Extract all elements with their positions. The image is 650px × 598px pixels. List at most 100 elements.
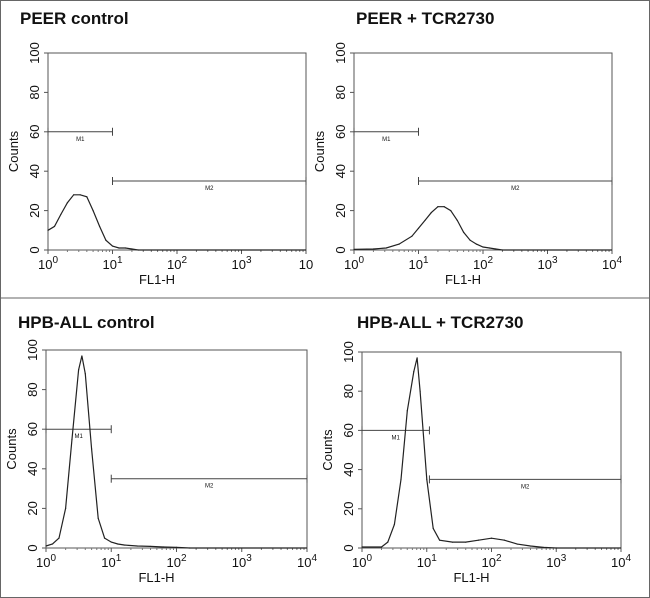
y-tick-label: 0 xyxy=(341,544,356,551)
x-axis-label: FL1-H xyxy=(139,272,175,287)
y-tick-label: 20 xyxy=(333,203,348,217)
histogram-point xyxy=(73,194,75,196)
y-tick-label: 100 xyxy=(27,42,42,64)
histogram-point xyxy=(387,541,389,543)
marker-label: M1 xyxy=(382,137,391,143)
tick-base: 10 xyxy=(231,257,245,272)
histogram-point xyxy=(426,478,428,480)
histogram-point xyxy=(542,546,544,549)
tick-base: 10 xyxy=(481,555,495,570)
x-tick-label: 102 xyxy=(166,553,186,570)
x-tick-label: 102 xyxy=(167,255,187,272)
histogram-point xyxy=(118,247,120,249)
plot-area xyxy=(45,349,308,549)
x-tick-label: 101 xyxy=(408,255,428,272)
tick-base: 10 xyxy=(102,257,116,272)
histogram-point xyxy=(406,410,408,412)
histogram-point xyxy=(53,225,56,227)
tick-exponent: 2 xyxy=(181,553,187,564)
tick-exponent: 4 xyxy=(311,553,317,564)
histogram-point xyxy=(110,541,112,543)
histogram-point xyxy=(45,545,47,547)
histogram-point xyxy=(71,438,73,440)
histogram-point xyxy=(98,225,101,227)
tick-exponent: 1 xyxy=(117,255,123,266)
y-tick-label: 0 xyxy=(333,246,348,253)
histogram-point xyxy=(136,545,138,547)
histogram-point xyxy=(131,248,133,250)
histogram-point xyxy=(465,541,467,543)
tick-base: 10 xyxy=(602,257,616,272)
tick-base: 10 xyxy=(38,257,52,272)
histogram-point xyxy=(162,546,165,548)
histogram-point xyxy=(86,196,88,198)
marker-label: M2 xyxy=(521,484,530,490)
histogram-point xyxy=(97,517,99,519)
tick-base: 10 xyxy=(166,555,180,570)
histogram-point xyxy=(58,537,60,539)
tick-exponent: 3 xyxy=(561,553,567,564)
histogram-point xyxy=(81,355,83,357)
tick-exponent: 0 xyxy=(50,553,56,564)
tick-base: 10 xyxy=(299,257,313,272)
tick-exponent: 1 xyxy=(431,553,437,564)
x-tick-label: 102 xyxy=(473,255,493,272)
histogram-point xyxy=(462,231,465,233)
x-tick-label: 100 xyxy=(352,553,372,570)
tick-exponent: 3 xyxy=(246,255,252,266)
histogram-point xyxy=(398,243,400,245)
x-axis-label: FL1-H xyxy=(445,272,481,287)
histogram-point xyxy=(65,507,67,509)
histogram-point xyxy=(503,539,505,541)
tick-exponent: 2 xyxy=(487,255,493,266)
histogram-point xyxy=(79,194,81,196)
x-tick-label: 100 xyxy=(38,255,58,272)
marker-label: M2 xyxy=(511,186,520,192)
histogram-point xyxy=(137,249,139,251)
histogram-point xyxy=(488,247,491,249)
y-axis-label: Counts xyxy=(312,130,327,172)
x-tick-label: 104 xyxy=(602,255,622,272)
y-axis-label: Counts xyxy=(320,429,335,471)
histogram-point xyxy=(84,373,86,375)
x-tick-label: 104 xyxy=(611,553,631,570)
histogram-point xyxy=(189,547,191,549)
histogram-point xyxy=(555,547,557,549)
histogram-point xyxy=(92,210,94,212)
tick-base: 10 xyxy=(473,257,487,272)
y-tick-label: 40 xyxy=(25,462,40,476)
tick-base: 10 xyxy=(537,257,551,272)
histogram-point xyxy=(451,541,454,543)
histogram-point xyxy=(47,229,49,231)
y-tick-label: 0 xyxy=(25,544,40,551)
histogram-point xyxy=(439,539,441,541)
y-tick-label: 20 xyxy=(25,501,40,515)
histogram-point xyxy=(417,227,420,229)
panel-title: HPB-ALL control xyxy=(18,313,155,332)
histogram-point xyxy=(60,213,62,216)
x-tick-label: 103 xyxy=(546,553,566,570)
histogram-point xyxy=(477,539,480,541)
tick-base: 10 xyxy=(546,555,560,570)
y-tick-label: 20 xyxy=(27,203,42,217)
marker-label: M2 xyxy=(205,484,214,490)
tick-exponent: 4 xyxy=(625,553,631,564)
y-tick-label: 0 xyxy=(27,246,42,253)
tick-exponent: 4 xyxy=(616,255,622,266)
tick-base: 10 xyxy=(344,257,358,272)
x-tick-label: 103 xyxy=(537,255,557,272)
histogram-point xyxy=(361,546,363,548)
tick-exponent: 3 xyxy=(552,255,558,266)
histogram-point xyxy=(475,243,477,245)
y-axis-label: Counts xyxy=(6,130,21,172)
y-tick-label: 40 xyxy=(27,164,42,178)
tick-base: 10 xyxy=(352,555,366,570)
histogram-trace xyxy=(362,357,621,549)
histogram-point xyxy=(111,245,114,247)
panel-title: HPB-ALL + TCR2730 xyxy=(357,313,523,332)
y-tick-label: 60 xyxy=(333,125,348,139)
